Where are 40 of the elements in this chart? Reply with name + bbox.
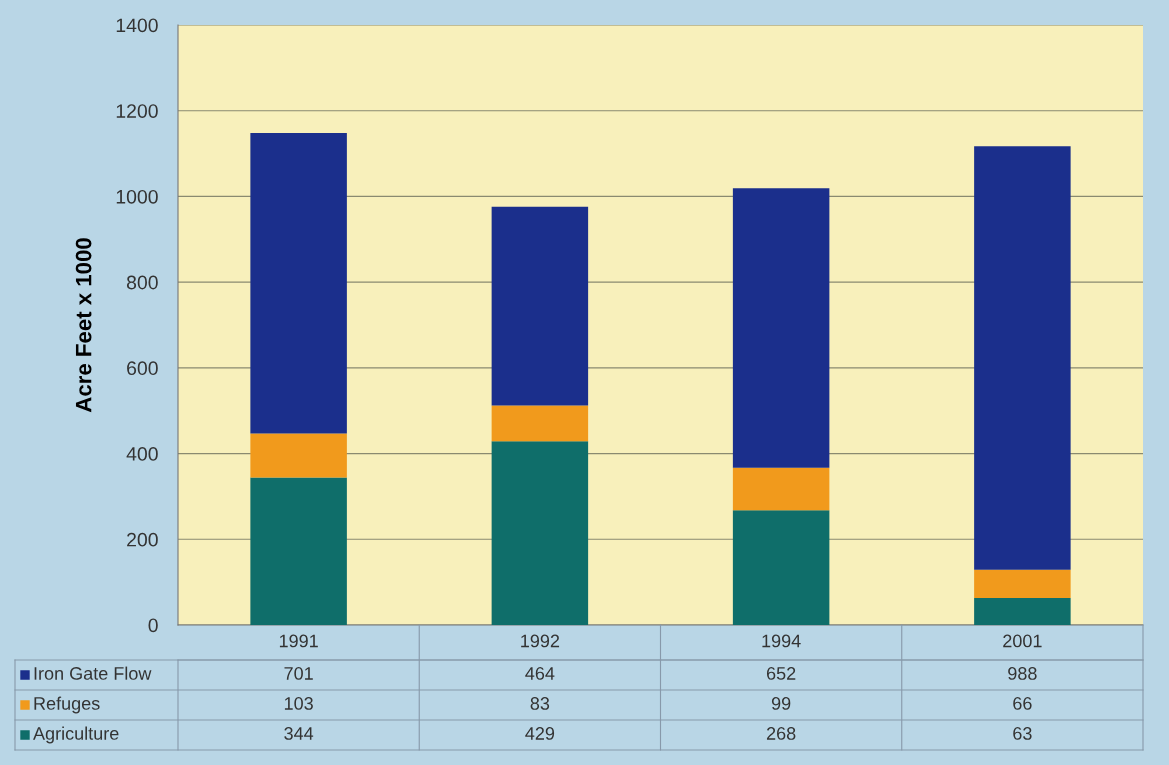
data-label: 103 <box>284 697 313 710</box>
data-label: 344 <box>284 727 314 740</box>
data-label: 988 <box>1008 667 1037 680</box>
data-label: 63 <box>1013 727 1032 740</box>
y-tick-label: 1400 <box>116 18 158 33</box>
y-tick-label: 200 <box>127 532 158 547</box>
bar <box>732 467 830 511</box>
data-label: 268 <box>766 727 796 740</box>
legend-label: Refuges <box>34 696 100 714</box>
y-tick-label: 600 <box>127 361 158 376</box>
data-label: 99 <box>771 697 791 710</box>
bar <box>250 133 347 434</box>
bar <box>732 188 830 468</box>
bar <box>491 441 589 625</box>
bar <box>250 477 347 625</box>
data-label: 652 <box>766 667 796 680</box>
bar <box>974 598 1071 625</box>
bar <box>732 510 830 625</box>
data-label: 464 <box>525 667 555 680</box>
x-tick-label: 1991 <box>279 634 318 648</box>
y-tick-label: 1000 <box>116 189 158 204</box>
x-tick-label: 1992 <box>521 634 560 648</box>
y-tick-label: 800 <box>126 275 158 290</box>
x-tick-label: 1994 <box>762 634 801 648</box>
bar <box>974 146 1071 570</box>
data-label: 66 <box>1013 697 1032 710</box>
data-label: 83 <box>530 697 550 710</box>
y-tick-label: 400 <box>126 447 158 461</box>
y-tick-label: 1200 <box>116 104 158 118</box>
x-tick-label: 2001 <box>1003 634 1042 648</box>
y-tick-label: 0 <box>148 618 158 633</box>
bar <box>974 569 1071 598</box>
legend-label: Iron Gate Flow <box>34 666 152 680</box>
bar <box>491 405 589 442</box>
legend-label: Agriculture <box>33 726 119 744</box>
y-axis-title: Acre Feet x 1000 <box>75 238 92 413</box>
data-label: 701 <box>284 667 313 680</box>
bar <box>491 206 589 406</box>
data-label: 429 <box>525 727 555 740</box>
bar <box>250 433 347 478</box>
